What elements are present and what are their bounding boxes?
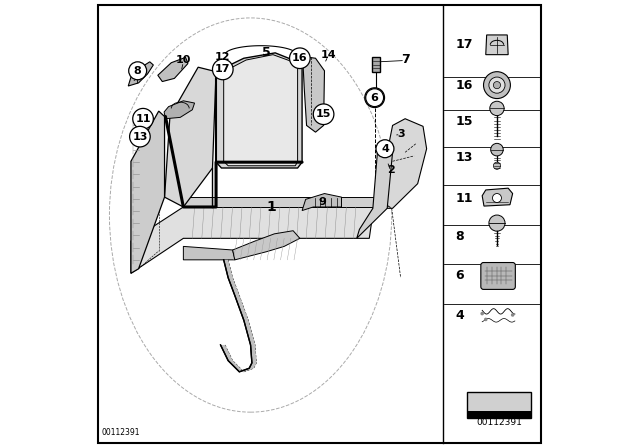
Text: 11: 11 — [455, 191, 473, 205]
Polygon shape — [223, 55, 298, 166]
Text: 6: 6 — [455, 269, 464, 282]
FancyBboxPatch shape — [467, 392, 531, 418]
Polygon shape — [128, 62, 154, 86]
Circle shape — [489, 215, 505, 231]
Text: 00112391: 00112391 — [476, 418, 522, 427]
Text: 13: 13 — [132, 132, 148, 142]
Circle shape — [491, 143, 503, 156]
Polygon shape — [486, 35, 508, 55]
Text: 11: 11 — [135, 114, 151, 124]
Circle shape — [289, 48, 310, 69]
FancyBboxPatch shape — [481, 263, 515, 289]
Circle shape — [365, 89, 383, 107]
Text: 4: 4 — [455, 309, 464, 323]
Text: 16: 16 — [292, 53, 308, 63]
Polygon shape — [131, 207, 374, 273]
Circle shape — [511, 313, 515, 317]
Polygon shape — [183, 246, 235, 260]
Circle shape — [132, 108, 154, 129]
Text: 1: 1 — [267, 200, 276, 214]
Circle shape — [484, 318, 488, 321]
Polygon shape — [482, 188, 513, 206]
FancyBboxPatch shape — [468, 411, 531, 418]
Polygon shape — [303, 57, 324, 132]
Polygon shape — [356, 144, 392, 238]
Text: 13: 13 — [455, 151, 473, 164]
Text: 6: 6 — [371, 93, 379, 103]
Circle shape — [493, 162, 500, 169]
Text: 12: 12 — [214, 52, 230, 62]
Text: 3: 3 — [397, 129, 404, 139]
Text: 8: 8 — [134, 66, 141, 76]
Polygon shape — [216, 53, 302, 168]
Polygon shape — [164, 67, 216, 207]
Polygon shape — [131, 111, 164, 273]
FancyBboxPatch shape — [98, 5, 541, 443]
Circle shape — [129, 62, 147, 80]
Circle shape — [212, 59, 233, 80]
Polygon shape — [302, 194, 342, 211]
Text: 7: 7 — [401, 52, 410, 66]
Circle shape — [365, 88, 385, 108]
Text: 2: 2 — [387, 165, 395, 175]
Polygon shape — [221, 260, 257, 372]
Text: 10: 10 — [175, 56, 191, 65]
Text: 15: 15 — [316, 109, 332, 119]
Polygon shape — [373, 119, 427, 208]
Text: 14: 14 — [320, 50, 336, 60]
Text: 00112391: 00112391 — [101, 428, 140, 437]
Circle shape — [489, 77, 505, 93]
Text: 8: 8 — [455, 230, 464, 243]
Circle shape — [493, 82, 500, 89]
Text: 17: 17 — [455, 38, 473, 52]
Polygon shape — [232, 231, 300, 260]
Text: 17: 17 — [215, 65, 230, 74]
Text: 9: 9 — [319, 198, 326, 207]
Circle shape — [481, 312, 484, 315]
Polygon shape — [164, 101, 195, 119]
Text: 15: 15 — [455, 115, 473, 129]
Circle shape — [484, 72, 511, 99]
Circle shape — [376, 140, 394, 158]
Polygon shape — [372, 57, 380, 72]
Text: 5: 5 — [262, 46, 271, 60]
Text: 4: 4 — [381, 144, 389, 154]
Circle shape — [493, 194, 502, 202]
Circle shape — [129, 126, 150, 147]
Circle shape — [490, 101, 504, 116]
Text: 16: 16 — [455, 78, 473, 92]
Polygon shape — [158, 57, 188, 82]
Circle shape — [314, 104, 334, 125]
Polygon shape — [183, 197, 374, 207]
